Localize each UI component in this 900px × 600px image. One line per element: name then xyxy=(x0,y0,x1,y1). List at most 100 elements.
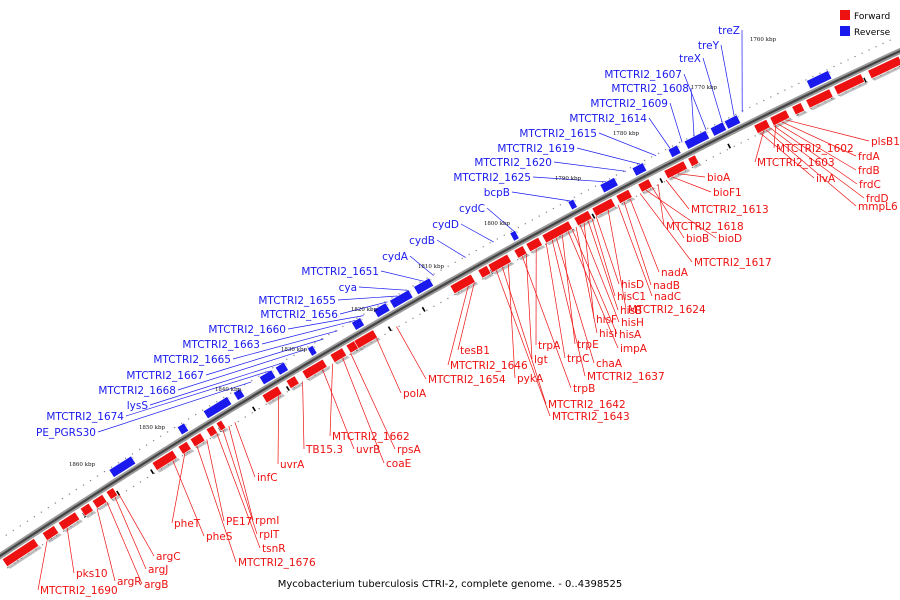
major-tick xyxy=(591,213,596,219)
leader-line xyxy=(769,127,865,199)
forward-gene-shadow xyxy=(530,245,546,254)
leader-line xyxy=(587,220,619,311)
tick-dot xyxy=(433,305,435,308)
tick-dot xyxy=(125,490,128,492)
gene-label: MTCTRI2_1608 xyxy=(611,83,689,95)
tick-dot xyxy=(819,72,821,75)
leader-line xyxy=(436,239,466,258)
tick-dot xyxy=(573,196,576,198)
forward-gene xyxy=(637,178,654,193)
tick-dot xyxy=(110,466,113,468)
tick-dot xyxy=(230,392,232,394)
gene-label: argR xyxy=(117,576,142,588)
ruler-label: 1840 kbp xyxy=(215,387,242,393)
leader-line xyxy=(337,295,398,301)
legend-forward-swatch xyxy=(840,10,850,20)
leader-line xyxy=(579,224,620,323)
gene-label: MTCTRI2_1667 xyxy=(126,370,204,382)
forward-gene xyxy=(663,160,688,180)
tick-dot xyxy=(117,462,120,464)
tick-dot xyxy=(461,257,463,260)
leader-line xyxy=(501,266,547,405)
leader-line xyxy=(555,237,595,364)
tick-dot xyxy=(686,138,688,140)
tick-dot xyxy=(258,375,260,377)
forward-gene-shadow xyxy=(691,163,702,169)
gene-label: treY xyxy=(698,40,720,52)
ruler-label: 1810 kbp xyxy=(418,264,445,270)
tick-dot xyxy=(447,265,449,267)
reverse-gene xyxy=(567,198,578,211)
gene-label: trpC xyxy=(567,353,589,365)
tick-dot xyxy=(131,453,134,455)
leader-line xyxy=(486,207,515,232)
leader-line xyxy=(657,183,665,227)
tick-dot xyxy=(517,259,519,261)
gene-label: MTCTRI2_1603 xyxy=(757,157,835,169)
tick-dot xyxy=(377,305,379,307)
leader-line xyxy=(66,527,75,574)
leader-line xyxy=(595,216,620,285)
tick-dot xyxy=(608,178,611,180)
reverse-gene xyxy=(389,289,414,309)
leader-line xyxy=(125,370,270,417)
forward-gene-shadow xyxy=(194,440,208,449)
tick-dot xyxy=(868,49,870,51)
gene-label: cydB xyxy=(409,235,435,247)
tick-dot xyxy=(656,184,659,187)
leader-line xyxy=(261,319,356,345)
tick-dot xyxy=(349,353,351,356)
forward-gene xyxy=(105,487,119,500)
reverse-gene xyxy=(631,162,648,177)
tick-dot xyxy=(559,204,562,206)
gene-label: polA xyxy=(403,388,427,400)
reverse-gene xyxy=(723,114,742,130)
gene-label: MTCTRI2_1609 xyxy=(590,98,668,110)
tick-dot xyxy=(75,488,78,491)
gene-label: pheS xyxy=(206,531,233,543)
tick-dot xyxy=(356,317,358,319)
leader-line xyxy=(521,255,572,389)
tick-dot xyxy=(152,440,155,442)
leader-line xyxy=(171,452,186,524)
tick-dot xyxy=(132,485,135,488)
leader-line xyxy=(302,381,305,450)
tick-dot xyxy=(370,309,372,311)
leader-line xyxy=(677,173,706,178)
tick-dot xyxy=(146,476,149,479)
reverse-gene xyxy=(683,130,711,150)
tick-dot xyxy=(54,502,57,504)
forward-gene xyxy=(615,188,633,205)
forward-gene xyxy=(477,264,492,279)
gene-label: frdA xyxy=(858,151,880,163)
gene-label: tesB1 xyxy=(460,345,490,357)
tick-dot xyxy=(159,435,162,437)
forward-gene-shadow xyxy=(7,545,42,569)
gene-label: MTCTRI2_1676 xyxy=(238,557,316,569)
tick-dot xyxy=(538,215,540,217)
ruler-label: 1850 kbp xyxy=(139,425,166,431)
gene-label: trpE xyxy=(577,339,599,351)
forward-gene xyxy=(215,419,227,432)
reverse-gene xyxy=(509,229,520,242)
tick-dot xyxy=(889,39,891,41)
leader-line xyxy=(720,44,735,117)
major-tick xyxy=(659,178,664,184)
tick-dot xyxy=(419,313,421,315)
tick-dot xyxy=(41,544,44,546)
tick-dot xyxy=(82,484,85,486)
leader-line xyxy=(777,123,857,171)
tick-dot xyxy=(103,470,106,473)
tick-dot xyxy=(882,42,884,45)
gene-label: MTCTRI2_1662 xyxy=(332,431,410,443)
gene-label: argB xyxy=(144,579,168,591)
gene-label: nadA xyxy=(661,267,689,279)
leader-line xyxy=(553,161,627,172)
gene-label: MTCTRI2_1643 xyxy=(552,411,630,423)
tick-dot xyxy=(363,313,365,315)
leader-line xyxy=(645,189,717,239)
tick-dot xyxy=(496,238,498,240)
gene-label: MTCTRI2_1602 xyxy=(776,143,854,155)
